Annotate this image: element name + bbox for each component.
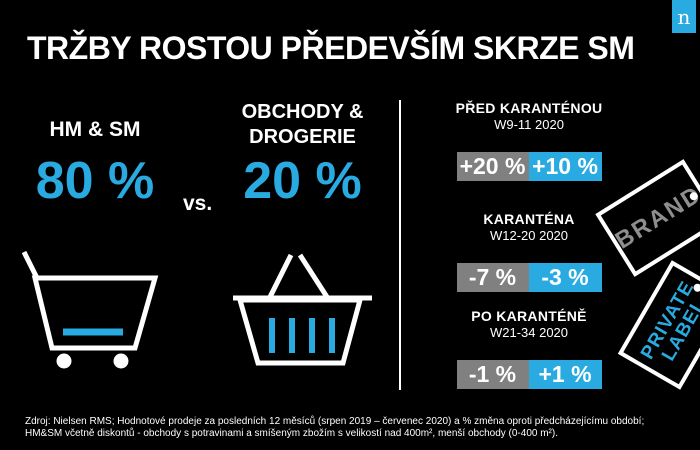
period-values: -7 % -3 % [420,263,638,292]
period-title: PO KARANTÉNĚ [471,308,587,324]
period-title: PŘED KARANTÉNOU [455,100,603,116]
period-quarantine: KARANTÉNA W12-20 2020 -7 % -3 % [420,211,638,292]
shopping-cart-icon [22,250,159,369]
period-values: +20 % +10 % [420,152,638,181]
shopping-basket-icon [233,253,372,366]
nielsen-logo: n [672,0,696,33]
period-weeks: W21-34 2020 [489,325,569,340]
source-line-1: Zdroj: Nielsen RMS; Hodnotové prodeje za… [25,416,645,427]
period-title: KARANTÉNA [483,211,575,227]
right-category-value: 20 % [243,152,362,210]
value-gray-box: +20 % [456,152,529,181]
value-gray-box: -7 % [456,263,529,292]
right-category-label: OBCHODY & DROGERIE [241,101,364,148]
left-category-value: 80 % [35,152,155,210]
value-blue-box: -3 % [528,263,602,292]
period-weeks: W9-11 2020 [494,117,564,132]
value-blue-box: +10 % [528,152,602,181]
period-before-quarantine: PŘED KARANTÉNOU W9-11 2020 +20 % +10 % [420,100,638,181]
left-category-label: HM & SM [49,118,141,141]
vs-label: vs. [183,192,213,215]
private-label-tag-label: PRIVATE LABEL [637,277,700,365]
vertical-divider [399,100,401,390]
value-blue-box: +1 % [528,360,602,389]
period-after-quarantine: PO KARANTÉNĚ W21-34 2020 -1 % +1 % [420,308,638,389]
period-weeks: W12-20 2020 [489,228,569,243]
source-line-2: HM&SM včetně diskontů - obchody s potrav… [25,428,558,439]
page-title: TRŽBY ROSTOU PŘEDEVŠÍM SKRZE SM [27,30,635,66]
source-footnote: Zdroj: Nielsen RMS; Hodnotové prodeje za… [25,416,685,440]
value-gray-box: -1 % [456,360,529,389]
brand-tag-label: BRAND [610,180,700,255]
period-values: -1 % +1 % [420,360,638,389]
